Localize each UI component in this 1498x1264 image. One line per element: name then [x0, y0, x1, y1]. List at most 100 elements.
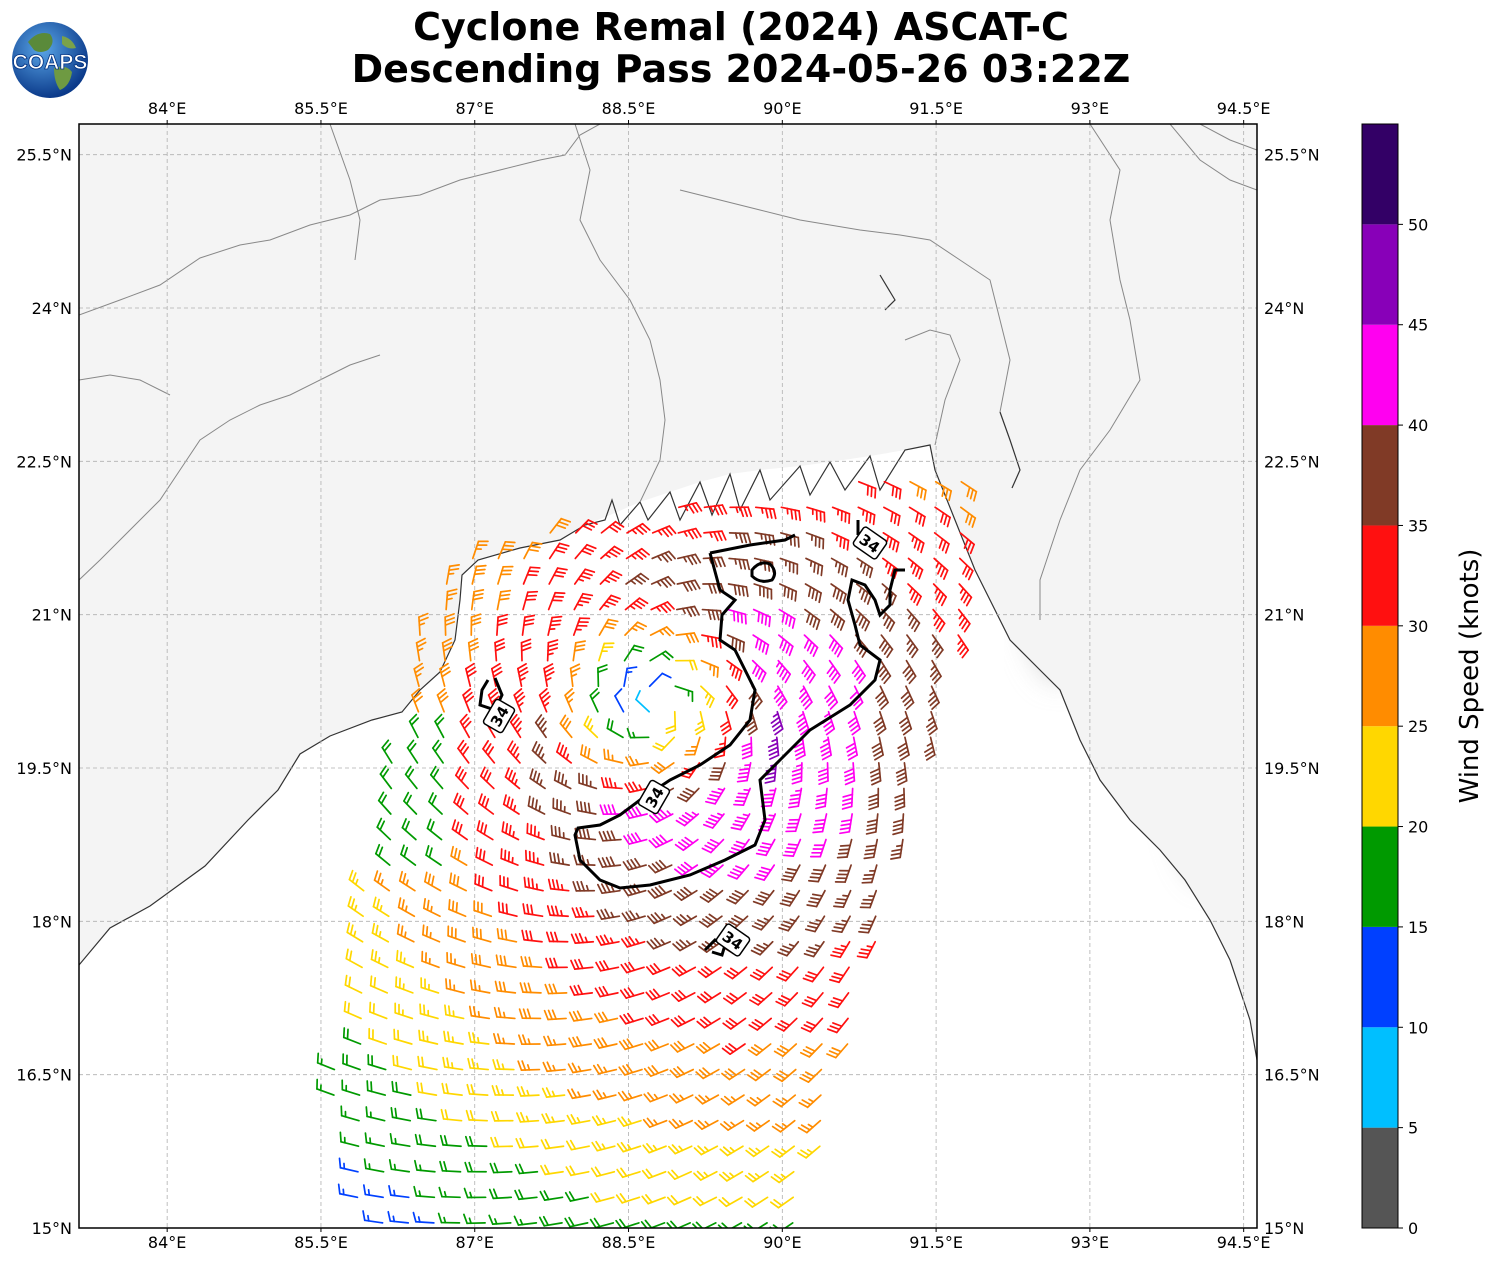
wind-barb — [779, 557, 799, 575]
wind-barb — [675, 632, 700, 644]
wind-barb — [698, 913, 723, 928]
wind-barb — [694, 710, 706, 736]
wind-barb — [490, 1136, 514, 1148]
wind-barb — [489, 1162, 513, 1174]
colorbar-segment — [1362, 726, 1398, 827]
wind-barb — [570, 932, 595, 944]
wind-barb — [572, 880, 596, 892]
wind-barb — [959, 532, 975, 555]
wind-barb — [468, 1031, 490, 1045]
wind-barb — [827, 992, 850, 1009]
wind-barb — [890, 838, 904, 860]
wind-barb — [894, 787, 906, 811]
map-frame — [78, 123, 1258, 1229]
wind-barb — [796, 710, 810, 736]
wind-barb — [548, 542, 570, 560]
wind-barb — [900, 685, 915, 710]
wind-barb — [819, 736, 832, 761]
colorbar-segment — [1362, 324, 1398, 426]
wind-barb — [391, 1080, 412, 1096]
wind-barb — [543, 1035, 567, 1047]
wind-barb — [642, 1143, 667, 1154]
wind-barb — [417, 1055, 438, 1071]
wind-barb — [868, 787, 880, 811]
wind-barb — [676, 579, 701, 592]
lat-tick-label-left: 15°N — [32, 1219, 72, 1238]
wind-barb — [780, 506, 802, 522]
wind-barb — [828, 634, 844, 658]
wind-barb — [908, 506, 926, 527]
wind-barb — [372, 896, 390, 918]
colorbar-tick-label: 45 — [1408, 316, 1428, 335]
wind-barb — [438, 1186, 461, 1199]
wind-barb — [444, 1004, 465, 1020]
wind-barb — [599, 804, 623, 816]
wind-barb — [830, 940, 851, 959]
wind-barb — [459, 713, 472, 739]
wind-barb — [775, 992, 799, 1007]
wind-barb — [397, 897, 416, 918]
wind-barb — [502, 794, 520, 815]
wind-barb — [856, 940, 877, 959]
wind-barb — [933, 557, 949, 580]
wind-barb — [476, 820, 494, 841]
wind-barb — [501, 821, 520, 841]
wind-barb — [615, 1193, 641, 1204]
wind-barbs — [316, 480, 978, 1228]
wind-barb — [338, 1157, 359, 1173]
wind-barb — [960, 480, 978, 502]
wind-barb — [697, 966, 722, 979]
wind-barb — [767, 736, 780, 760]
wind-barb — [580, 744, 598, 764]
wind-barb — [616, 1141, 642, 1153]
wind-barb — [441, 1082, 463, 1096]
wind-barb — [404, 765, 418, 790]
wind-barb — [858, 915, 877, 934]
colorbar-tick-label: 15 — [1408, 918, 1428, 937]
wind-barb — [831, 532, 850, 551]
wind-barb — [413, 662, 425, 688]
wind-barb — [470, 613, 482, 636]
wind-barb — [875, 685, 889, 710]
wind-barb — [809, 838, 827, 858]
wind-barb — [619, 1012, 644, 1025]
wind-barb — [592, 1063, 618, 1075]
wind-barb — [803, 634, 819, 657]
lat-tick-label-right: 24°N — [1264, 299, 1304, 318]
wind-barb — [754, 506, 777, 520]
wind-barb — [509, 713, 522, 739]
wind-barb — [677, 527, 702, 540]
wind-barb — [449, 872, 467, 892]
wind-barb — [411, 688, 423, 713]
wind-barb — [520, 955, 543, 969]
wind-barb — [437, 1212, 461, 1224]
wind-barb — [620, 935, 646, 948]
wind-barb — [779, 889, 801, 907]
wind-barb — [547, 591, 566, 611]
wind-barb — [931, 634, 944, 659]
wind-barb — [855, 608, 871, 632]
wind-barb — [667, 1144, 693, 1155]
wind-barb — [556, 742, 573, 764]
wind-barb — [363, 1158, 385, 1173]
wind-barb — [801, 659, 816, 684]
wind-barb — [781, 864, 801, 882]
wind-barb — [392, 1054, 413, 1071]
wind-barb — [367, 1053, 387, 1071]
lat-tick-label-right: 25.5°N — [1264, 146, 1320, 165]
wind-barb — [776, 966, 799, 982]
wind-barb — [721, 1068, 746, 1081]
wind-barb — [450, 845, 468, 866]
wind-barb — [362, 1184, 384, 1199]
wind-barb — [676, 787, 700, 803]
wind-barb — [496, 928, 518, 943]
wind-barb — [496, 613, 509, 636]
wind-barb — [778, 915, 800, 932]
wind-barb — [523, 876, 544, 892]
wind-barb — [463, 1187, 487, 1199]
wind-barb — [882, 532, 900, 553]
wind-barb — [857, 506, 876, 526]
wind-barb — [625, 755, 649, 767]
gridlines — [79, 124, 1257, 1228]
colorbar-tick-label: 35 — [1408, 516, 1428, 535]
